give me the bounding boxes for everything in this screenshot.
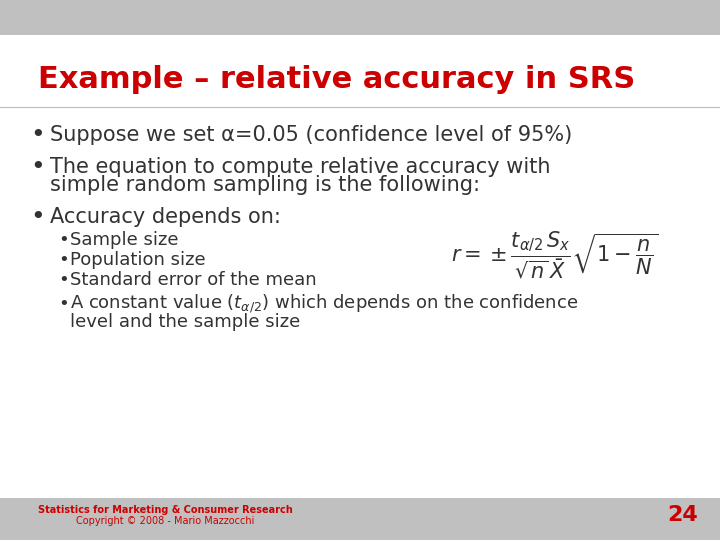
- Text: •: •: [58, 295, 68, 313]
- Text: Suppose we set α=0.05 (confidence level of 95%): Suppose we set α=0.05 (confidence level …: [50, 125, 572, 145]
- Bar: [0, 498, 720, 540]
- Text: Copyright © 2008 - Mario Mazzocchi: Copyright © 2008 - Mario Mazzocchi: [76, 516, 254, 526]
- Text: 24: 24: [667, 505, 698, 525]
- Text: Sample size: Sample size: [70, 231, 179, 249]
- Text: •: •: [30, 205, 45, 229]
- Text: •: •: [30, 155, 45, 179]
- Text: •: •: [30, 123, 45, 147]
- Text: simple random sampling is the following:: simple random sampling is the following:: [50, 175, 480, 195]
- Text: A constant value ($t_{\alpha/2}$) which depends on the confidence: A constant value ($t_{\alpha/2}$) which …: [70, 293, 578, 315]
- Text: Population size: Population size: [70, 251, 206, 269]
- Text: level and the sample size: level and the sample size: [70, 313, 300, 331]
- Text: Accuracy depends on:: Accuracy depends on:: [50, 207, 281, 227]
- Text: Example – relative accuracy in SRS: Example – relative accuracy in SRS: [38, 65, 635, 94]
- Text: The equation to compute relative accuracy with: The equation to compute relative accurac…: [50, 157, 551, 177]
- Text: Standard error of the mean: Standard error of the mean: [70, 271, 317, 289]
- Text: •: •: [58, 231, 68, 249]
- Text: •: •: [58, 251, 68, 269]
- Text: Statistics for Marketing & Consumer Research: Statistics for Marketing & Consumer Rese…: [37, 505, 292, 515]
- Bar: [0, 0, 720, 35]
- Text: $r = \pm \dfrac{t_{\alpha/2}\,S_x}{\sqrt{n}\,\bar{X}} \sqrt{1 - \dfrac{n}{N}}$: $r = \pm \dfrac{t_{\alpha/2}\,S_x}{\sqrt…: [451, 229, 659, 281]
- Text: •: •: [58, 271, 68, 289]
- Bar: [0, 35, 720, 498]
